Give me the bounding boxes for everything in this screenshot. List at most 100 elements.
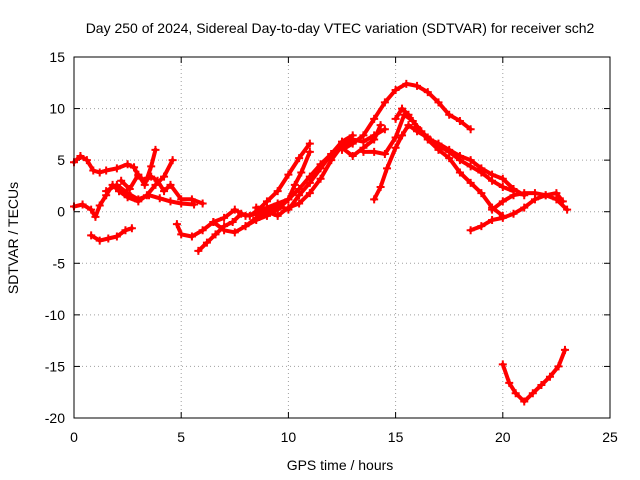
data-point-marker — [202, 238, 211, 247]
series-arc-10 — [209, 147, 314, 237]
data-point-marker — [391, 143, 400, 152]
data-point-marker — [147, 162, 156, 171]
series-arc-12 — [252, 121, 385, 216]
data-point-marker — [455, 168, 464, 177]
data-point-marker — [305, 139, 314, 148]
data-point-marker — [434, 98, 443, 107]
data-point-marker — [295, 199, 304, 208]
data-point-marker — [498, 360, 507, 369]
data-point-marker — [498, 213, 507, 222]
data-point-marker — [230, 228, 239, 237]
data-point-marker — [498, 182, 507, 191]
data-point-marker — [477, 189, 486, 198]
data-point-marker — [509, 209, 518, 218]
y-tick-label: -15 — [45, 358, 65, 374]
data-point-marker — [160, 187, 169, 196]
data-point-marker — [121, 226, 130, 235]
data-point-marker — [348, 139, 357, 148]
data-point-marker — [112, 232, 121, 241]
data-point-marker — [78, 200, 87, 209]
series-line — [468, 193, 570, 233]
data-point-marker — [220, 226, 229, 235]
data-point-marker — [160, 172, 169, 181]
y-axis-title: SDTVAR / TECUs — [5, 182, 21, 294]
chart-title: Day 250 of 2024, Sidereal Day-to-day VTE… — [86, 20, 595, 36]
data-point-marker — [198, 226, 207, 235]
data-point-marker — [520, 397, 529, 406]
data-point-marker — [558, 197, 567, 206]
data-point-marker — [455, 116, 464, 125]
data-point-marker — [423, 135, 432, 144]
data-point-marker — [445, 154, 454, 163]
data-point-marker — [284, 170, 293, 179]
data-point-marker — [466, 178, 475, 187]
data-point-marker — [82, 156, 91, 165]
data-point-marker — [273, 201, 282, 210]
data-point-marker — [89, 166, 98, 175]
data-point-marker — [273, 211, 282, 220]
data-point-marker — [151, 145, 160, 154]
data-point-marker — [117, 176, 126, 185]
data-point-marker — [177, 199, 186, 208]
data-point-marker — [95, 236, 104, 245]
data-point-marker — [552, 189, 561, 198]
data-point-marker — [245, 211, 254, 220]
data-point-marker — [172, 220, 181, 229]
data-point-marker — [488, 215, 497, 224]
data-point-marker — [123, 189, 132, 198]
data-point-marker — [466, 226, 475, 235]
data-point-marker — [376, 182, 385, 191]
data-point-marker — [498, 197, 507, 206]
data-point-marker — [102, 187, 111, 196]
data-point-marker — [466, 162, 475, 171]
data-point-marker — [541, 191, 550, 200]
series-arc-19 — [498, 345, 569, 406]
data-point-marker — [455, 156, 464, 165]
data-point-marker — [477, 222, 486, 231]
data-point-marker — [230, 205, 239, 214]
data-point-marker — [151, 180, 160, 189]
data-point-marker — [95, 201, 104, 210]
data-point-marker — [370, 135, 379, 144]
data-point-marker — [445, 110, 454, 119]
data-point-marker — [252, 203, 261, 212]
data-point-marker — [241, 222, 250, 231]
data-point-marker — [87, 231, 96, 240]
data-point-marker — [91, 212, 100, 221]
data-point-marker — [177, 230, 186, 239]
y-tick-label: 10 — [49, 101, 65, 117]
data-point-marker — [466, 125, 475, 134]
data-point-marker — [273, 187, 282, 196]
data-point-marker — [237, 209, 246, 218]
data-point-marker — [125, 185, 134, 194]
data-point-marker — [391, 133, 400, 142]
data-point-marker — [498, 174, 507, 183]
data-point-marker — [187, 232, 196, 241]
x-tick-labels: 0 5 10 15 20 25 — [70, 429, 618, 445]
data-point-marker — [262, 197, 271, 206]
series-line — [372, 123, 516, 202]
data-point-marker — [404, 121, 413, 130]
data-point-marker — [305, 147, 314, 156]
y-tick-labels: -20 -15 -10 -5 0 5 10 15 — [45, 49, 65, 426]
y-tick-label: -20 — [45, 410, 65, 426]
data-point-marker — [383, 164, 392, 173]
data-point-marker — [316, 174, 325, 183]
data-point-marker — [102, 166, 111, 175]
data-point-marker — [284, 205, 293, 214]
data-point-marker — [560, 345, 569, 354]
plot-frame — [73, 56, 611, 419]
data-point-marker — [123, 160, 132, 169]
data-point-marker — [563, 205, 572, 214]
data-point-marker — [194, 246, 203, 255]
data-point-marker — [112, 164, 121, 173]
y-tick-label: -5 — [53, 255, 66, 271]
series-arc-5 — [87, 224, 136, 245]
data-point-marker — [348, 152, 357, 161]
series-layer — [70, 79, 572, 406]
data-point-marker — [380, 98, 389, 107]
series-arc-18 — [488, 189, 567, 214]
x-tick-label: 15 — [388, 429, 404, 445]
data-point-marker — [520, 189, 529, 198]
series-arc-6 — [102, 180, 199, 209]
